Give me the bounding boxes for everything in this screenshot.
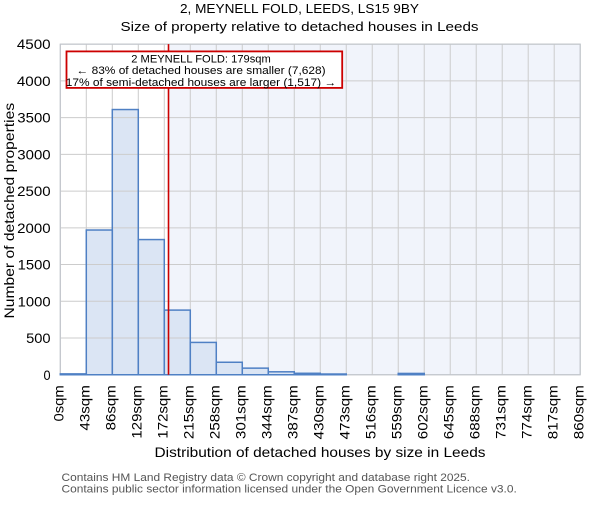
svg-text:602sqm: 602sqm [415, 385, 431, 439]
svg-text:860sqm: 860sqm [571, 385, 587, 439]
svg-text:731sqm: 731sqm [493, 385, 509, 439]
svg-text:Number of detached properties: Number of detached properties [1, 103, 17, 319]
svg-text:500: 500 [26, 330, 51, 346]
svg-text:301sqm: 301sqm [233, 385, 249, 439]
svg-text:817sqm: 817sqm [545, 385, 561, 439]
svg-text:2, MEYNELL FOLD, LEEDS, LS15 9: 2, MEYNELL FOLD, LEEDS, LS15 9BY [180, 1, 419, 16]
svg-text:1000: 1000 [18, 293, 51, 309]
svg-text:473sqm: 473sqm [337, 385, 353, 439]
svg-text:3500: 3500 [17, 110, 51, 126]
svg-text:215sqm: 215sqm [181, 385, 197, 439]
svg-text:688sqm: 688sqm [467, 385, 483, 439]
svg-text:129sqm: 129sqm [129, 385, 145, 438]
svg-text:774sqm: 774sqm [519, 385, 535, 439]
svg-text:Size of property relative to d: Size of property relative to detached ho… [121, 19, 479, 34]
svg-text:0sqm: 0sqm [51, 385, 67, 421]
svg-text:3000: 3000 [17, 146, 51, 162]
svg-text:17% of semi-detached houses ar: 17% of semi-detached houses are larger (… [66, 77, 337, 89]
svg-text:4500: 4500 [17, 36, 51, 52]
svg-text:1500: 1500 [18, 257, 51, 273]
svg-text:4000: 4000 [17, 73, 51, 89]
svg-text:559sqm: 559sqm [389, 385, 405, 439]
svg-text:387sqm: 387sqm [285, 385, 301, 439]
svg-text:2000: 2000 [17, 220, 51, 236]
svg-text:344sqm: 344sqm [259, 385, 275, 439]
svg-text:Distribution of detached house: Distribution of detached houses by size … [155, 444, 486, 460]
svg-text:0: 0 [44, 367, 51, 383]
svg-text:43sqm: 43sqm [77, 385, 93, 430]
svg-text:645sqm: 645sqm [441, 385, 457, 439]
svg-text:← 83% of detached houses are s: ← 83% of detached houses are smaller (7,… [76, 65, 325, 77]
svg-text:258sqm: 258sqm [207, 385, 223, 439]
svg-text:172sqm: 172sqm [155, 385, 171, 438]
svg-text:516sqm: 516sqm [363, 385, 379, 439]
svg-text:2500: 2500 [17, 183, 51, 199]
svg-text:430sqm: 430sqm [311, 385, 327, 439]
svg-text:86sqm: 86sqm [103, 385, 119, 430]
svg-text:Contains public sector informa: Contains public sector information licen… [62, 484, 517, 496]
svg-text:Contains HM Land Registry data: Contains HM Land Registry data © Crown c… [62, 472, 471, 484]
svg-text:2 MEYNELL FOLD: 179sqm: 2 MEYNELL FOLD: 179sqm [131, 53, 271, 65]
